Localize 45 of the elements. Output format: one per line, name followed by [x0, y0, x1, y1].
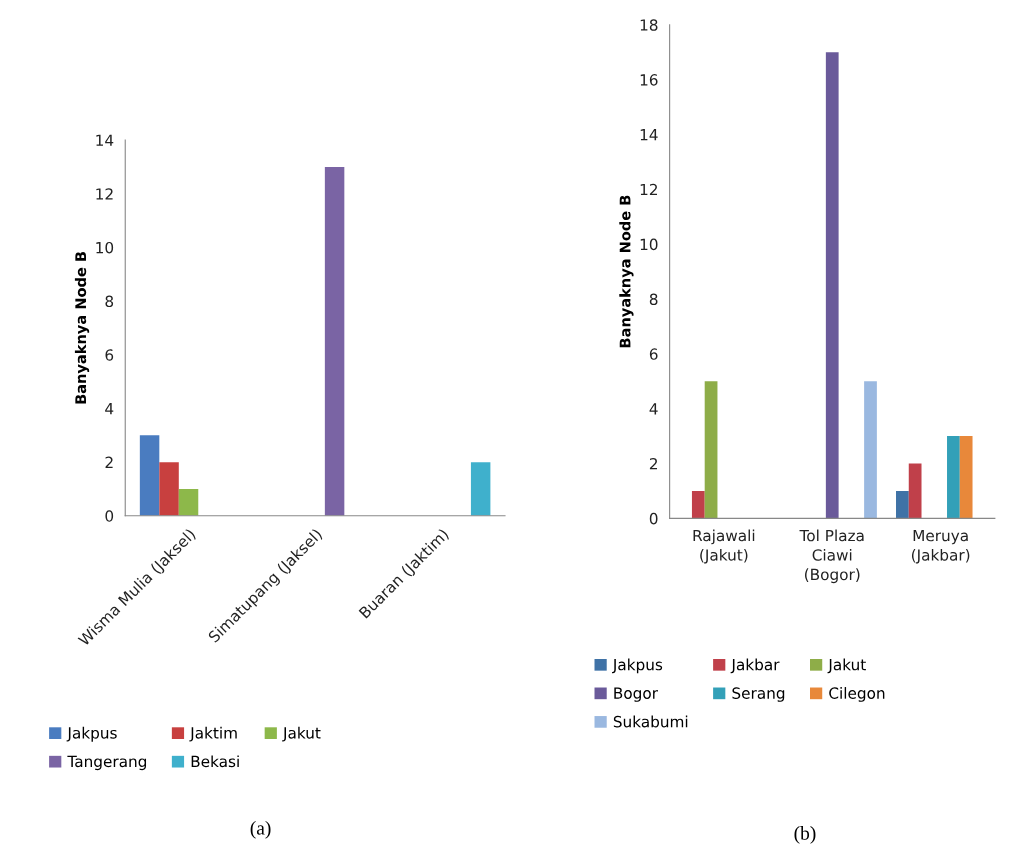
- bar: [691, 490, 705, 519]
- legend-label: Serang: [732, 687, 785, 702]
- y-tick-label: 12: [640, 183, 657, 196]
- y-tick-label: 4: [649, 403, 658, 415]
- bar: [896, 490, 909, 519]
- legend-label: Jakbar: [730, 658, 780, 674]
- y-tick-label: 2: [649, 458, 657, 470]
- y-tick-label: 12: [96, 188, 113, 200]
- y-tick-label: 18: [640, 19, 658, 31]
- y-axis-title: Banyaknya Node B: [74, 251, 90, 404]
- y-tick-label: 14: [96, 134, 114, 146]
- text: (a): [250, 820, 271, 839]
- legend-label: Jakpus: [66, 726, 117, 742]
- legend-label: Cilegon: [829, 687, 885, 702]
- bar: [704, 381, 718, 519]
- y-axis-title: Banyaknya Node B: [619, 195, 634, 348]
- legend-label: Jakut: [827, 658, 866, 674]
- bar: [908, 463, 922, 519]
- bar: [864, 381, 877, 519]
- y-tick-label: 4: [105, 403, 114, 415]
- y-tick-label: 2: [105, 456, 113, 468]
- bar: [825, 52, 839, 519]
- x-tick-label: Tol Plaza Ciawi (Bogor): [799, 529, 864, 584]
- legend-label: Bekasi: [191, 755, 239, 768]
- text: (b): [794, 826, 816, 844]
- x-tick-label: Meruya (Jakbar): [911, 529, 970, 564]
- legend-label: Bogor: [614, 687, 658, 702]
- y-tick-label: 8: [649, 293, 658, 306]
- y-tick-label: 14: [640, 129, 658, 141]
- y-tick-label: 10: [640, 238, 658, 251]
- y-tick-label: 16: [640, 74, 658, 86]
- legend-label: Sukabumi: [613, 715, 688, 728]
- y-tick-label: 0: [105, 510, 114, 522]
- y-tick-label: 8: [105, 295, 114, 308]
- legend-label: Jaktim: [189, 726, 237, 742]
- y-tick-label: 0: [649, 512, 658, 525]
- bar: [947, 436, 960, 519]
- x-tick-label: Rajawali (Jakut): [693, 529, 755, 564]
- y-tick-label: 10: [96, 241, 114, 254]
- legend-label: Tangerang: [67, 755, 147, 771]
- y-tick-label: 6: [649, 348, 658, 360]
- y-tick-label: 6: [105, 349, 114, 361]
- bar: [959, 436, 973, 519]
- legend-label: Jakut: [282, 726, 321, 742]
- legend-label: Jakpus: [612, 658, 663, 674]
